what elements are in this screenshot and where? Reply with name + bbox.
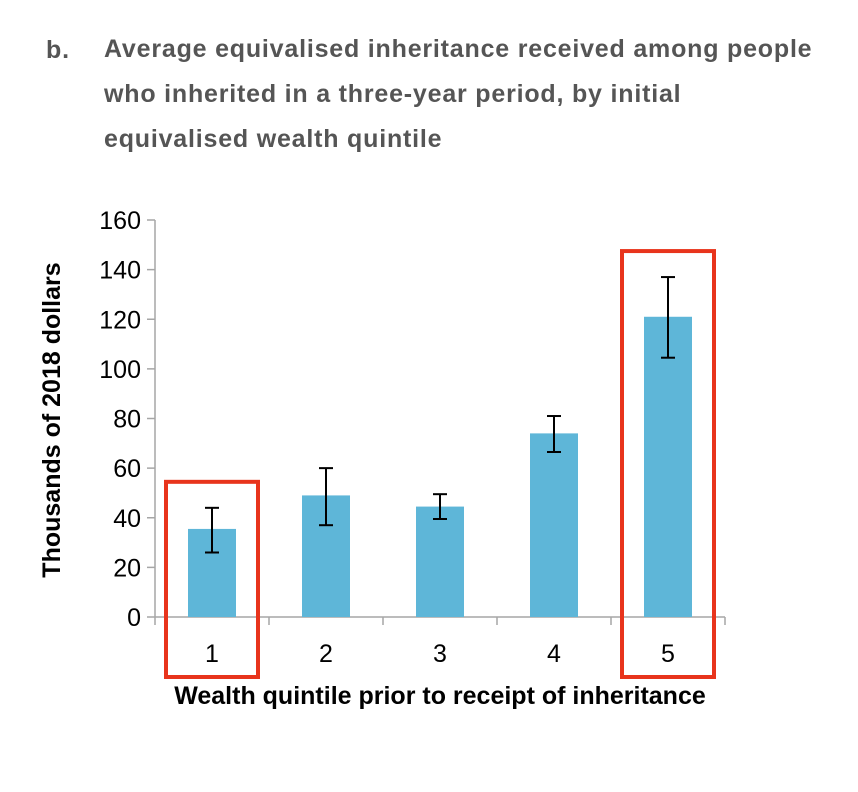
bar-quintile-5 [644, 316, 692, 617]
y-tick-label: 40 [113, 505, 141, 533]
x-tick-label: 1 [205, 640, 219, 668]
panel-label: b. [46, 36, 70, 64]
y-tick-label: 0 [127, 604, 141, 632]
chart-title: Average equivalised inheritance received… [104, 35, 813, 153]
y-tick-label: 160 [99, 207, 141, 235]
x-tick-label: 2 [319, 640, 333, 668]
y-tick-label: 20 [113, 554, 141, 582]
bar-quintile-4 [530, 433, 578, 617]
x-tick-label: 3 [433, 640, 447, 668]
y-tick-label: 100 [99, 356, 141, 384]
highlight-box-quintile-1 [164, 479, 260, 680]
y-tick-label: 80 [113, 406, 141, 434]
y-tick-label: 60 [113, 455, 141, 483]
x-tick-label: 4 [547, 640, 561, 668]
y-tick-label: 120 [99, 306, 141, 334]
x-axis-title: Wealth quintile prior to receipt of inhe… [174, 682, 706, 710]
highlight-box-quintile-5 [620, 249, 716, 679]
y-tick-label: 140 [99, 257, 141, 285]
bar-quintile-3 [416, 506, 464, 617]
x-tick-label: 5 [661, 640, 675, 668]
y-axis-title: Thousands of 2018 dollars [38, 262, 66, 578]
